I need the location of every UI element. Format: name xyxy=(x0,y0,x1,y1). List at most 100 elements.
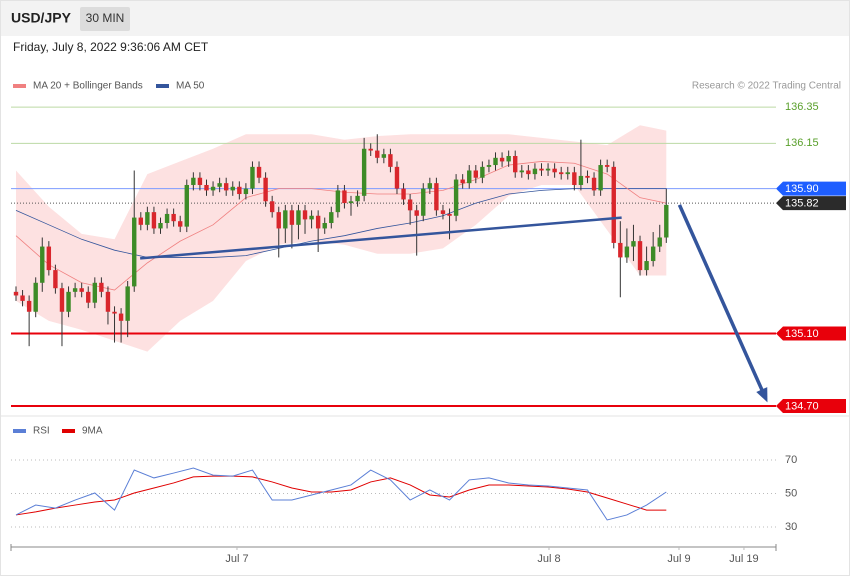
candle-body xyxy=(657,237,662,247)
candle-body xyxy=(302,210,308,220)
candle-body xyxy=(375,150,380,158)
candle-body xyxy=(26,300,32,312)
level-label: 135.10 xyxy=(785,328,819,340)
series-line xyxy=(15,475,667,516)
legend-label: RSI xyxy=(33,426,50,437)
candle-body xyxy=(230,186,235,191)
candle-body xyxy=(381,154,387,158)
candle-body xyxy=(467,170,472,184)
candle-body xyxy=(572,172,577,185)
candle-body xyxy=(414,210,419,216)
candle-body xyxy=(611,166,616,243)
credit: Research © 2022 Trading Central xyxy=(692,81,841,92)
candle-body xyxy=(204,184,209,191)
candle-body xyxy=(33,282,38,312)
candle-body xyxy=(513,155,518,173)
candle-body xyxy=(99,282,104,292)
datetime: Friday, July 8, 2022 9:36:06 AM CET xyxy=(13,40,209,54)
header-bar xyxy=(1,1,849,36)
candle-body xyxy=(440,210,446,214)
candle-body xyxy=(361,148,367,196)
candle-body xyxy=(164,213,170,224)
candle-body xyxy=(59,288,65,312)
x-tick-label: Jul 19 xyxy=(729,553,758,565)
candle-body xyxy=(66,291,71,312)
candle-body xyxy=(460,179,465,184)
candle-body xyxy=(526,170,531,175)
candle-body xyxy=(145,212,150,225)
candle-body xyxy=(20,295,25,301)
candle-body xyxy=(132,217,137,287)
forecast-arrow xyxy=(677,204,765,393)
candle-body xyxy=(342,190,347,204)
candle-body xyxy=(519,170,524,173)
x-tick-label: Jul 8 xyxy=(537,553,560,565)
level-label: 134.70 xyxy=(785,400,819,412)
candle-body xyxy=(604,165,610,167)
candle-body xyxy=(46,246,52,271)
level-box xyxy=(776,181,846,196)
candle-body xyxy=(53,270,58,289)
candle-body xyxy=(407,199,413,211)
level-label: 135.90 xyxy=(785,183,819,195)
candle-body xyxy=(243,188,249,195)
candle-body xyxy=(138,217,143,225)
candle-body xyxy=(650,246,656,262)
arrow-head xyxy=(756,387,768,403)
candle-body xyxy=(250,166,255,189)
level-label: 136.15 xyxy=(785,137,819,149)
candle-body xyxy=(486,165,492,167)
candle-body xyxy=(578,175,584,185)
candle-body xyxy=(125,286,130,321)
series-line xyxy=(15,467,667,521)
candle-body xyxy=(197,177,203,185)
candle-body xyxy=(86,291,91,303)
candle-body xyxy=(322,223,327,229)
candle-body xyxy=(473,170,479,178)
level-label: 135.82 xyxy=(785,197,819,209)
candle-body xyxy=(283,210,288,229)
candle-body xyxy=(309,215,314,220)
candle-body xyxy=(480,166,485,178)
candle-body xyxy=(335,190,341,213)
candle-body xyxy=(105,291,111,312)
candle-body xyxy=(552,168,557,173)
candle-body xyxy=(388,154,393,167)
bollinger-band xyxy=(15,125,667,352)
candle-body xyxy=(92,282,98,303)
candle-body xyxy=(559,172,564,175)
candle-body xyxy=(427,183,433,189)
y-tick-label: 70 xyxy=(785,454,797,466)
candle-body xyxy=(499,157,505,162)
level-box xyxy=(776,398,846,413)
candle-body xyxy=(296,210,301,225)
candle-body xyxy=(13,291,19,296)
candle-body xyxy=(401,188,406,200)
candle-body xyxy=(191,177,196,185)
legend-swatch xyxy=(13,84,26,88)
candle-body xyxy=(329,212,334,224)
candle-body xyxy=(355,195,360,202)
candle-body xyxy=(315,215,321,229)
candle-body xyxy=(421,188,426,216)
x-tick-label: Jul 9 xyxy=(667,553,690,565)
symbol: USD/JPY xyxy=(11,10,72,26)
candle-body xyxy=(447,213,452,216)
candle-body xyxy=(171,213,176,222)
candle-body xyxy=(453,179,459,216)
level-box xyxy=(776,196,846,211)
candle-body xyxy=(72,288,78,292)
candle-body xyxy=(624,246,630,258)
candle-body xyxy=(598,165,603,191)
candle-body xyxy=(151,212,157,229)
candle-body xyxy=(585,175,590,178)
candle-body xyxy=(158,223,163,229)
candle-body xyxy=(394,166,400,189)
candle-body xyxy=(368,148,373,151)
trendline xyxy=(140,216,622,260)
candle-body xyxy=(112,311,117,314)
legend-label: MA 50 xyxy=(176,81,205,92)
candle-body xyxy=(637,241,643,271)
y-tick-label: 50 xyxy=(785,487,797,499)
